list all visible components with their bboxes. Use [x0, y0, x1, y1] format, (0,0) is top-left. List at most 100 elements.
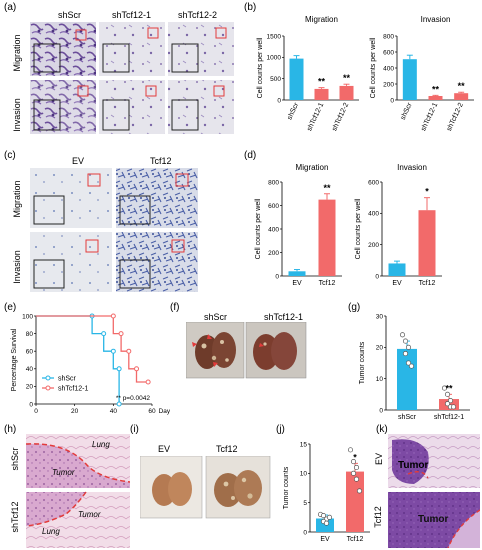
i-col-label-2: Tcf12 [216, 444, 238, 454]
x-tick-label: 0 [34, 408, 38, 415]
y-tick-label: 10 [300, 471, 308, 478]
chart-title: Migration [296, 163, 329, 172]
panel-i-lung-photos [140, 456, 271, 519]
y-tick-label: 0 [29, 401, 33, 408]
significance-label: ** [343, 73, 351, 83]
chart-title: Invasion [421, 15, 451, 24]
data-point [450, 404, 457, 410]
y-tick-label: 0 [375, 273, 379, 280]
significance-label: ** [458, 81, 466, 91]
bar [289, 58, 304, 100]
data-point [353, 464, 360, 471]
a-row-label-invasion: Invasion [12, 98, 22, 132]
legend-marker [45, 375, 51, 381]
y-tick-label: 200 [383, 81, 394, 88]
y-axis-label: Percentage Survival [11, 328, 18, 391]
y-tick-label: 800 [383, 33, 394, 40]
y-tick-label: 1000 [267, 55, 282, 62]
panel-f-lung-photos [186, 322, 307, 379]
bar [428, 96, 443, 100]
y-tick-label: 30 [376, 313, 384, 320]
data-point [320, 513, 327, 519]
data-point [444, 391, 451, 397]
bar [288, 271, 306, 276]
i-col-label-1: EV [158, 444, 171, 454]
panel-letter-b: (b) [244, 2, 257, 13]
p-value-label: ** p=0.0042 [116, 395, 151, 402]
significance-label: ** [432, 84, 440, 94]
a-image-migration-shtcf12-1 [99, 22, 165, 76]
panel-letter-j: (j) [276, 424, 285, 435]
f-col-label-1: shScr [204, 312, 228, 322]
category-label: shTcf12-1 [420, 102, 439, 133]
bar [339, 85, 354, 100]
h-row-label-shtcf12: shTcf12 [10, 501, 20, 533]
category-label: Tcf12 [347, 536, 364, 543]
category-label: shTcf12-2 [446, 102, 465, 133]
c-col-label-2: Tcf12 [150, 156, 172, 166]
significance-label: ** [318, 77, 326, 87]
data-point [402, 338, 409, 344]
data-point [350, 470, 357, 476]
survival-marker [118, 331, 124, 337]
k-row-label-tcf12: Tcf12 [373, 506, 383, 528]
y-tick-label: 600 [383, 49, 394, 56]
a-image-migration-shscr [30, 22, 96, 76]
y-tick-label: 200 [368, 242, 379, 249]
data-point [350, 459, 357, 465]
bar [388, 263, 406, 276]
y-tick-label: 600 [268, 203, 279, 210]
a-col-label-2: shTcf12-1 [112, 10, 152, 20]
panel-letter-a: (a) [4, 2, 17, 13]
panel-letter-k: (k) [376, 424, 388, 435]
legend-label: shScr [58, 375, 77, 382]
chart-d-invasion: Invasion 0 200 400 600 Cell counts per well EV… [355, 163, 442, 287]
h-label-tumor-bottom: Tumor [78, 510, 101, 519]
data-point [441, 385, 448, 391]
y-tick-label: 60 [26, 349, 34, 356]
a-col-label-1: shScr [58, 10, 82, 20]
panel-h-he-sections [26, 434, 130, 548]
k-label-tumor-bottom: Tumor [418, 514, 449, 525]
h-label-lung-bottom: Lung [42, 527, 60, 536]
panel-a-micrographs [30, 22, 234, 134]
survival-marker [110, 348, 116, 354]
chart-title: Migration [305, 15, 338, 24]
category-label: EV [392, 280, 402, 287]
survival-marker [110, 313, 116, 319]
c-row-label-migration: Migration [12, 180, 22, 218]
significance-label: * [425, 187, 429, 197]
panel-letter-d: (d) [244, 150, 257, 161]
y-tick-label: 200 [268, 250, 279, 257]
x-tick-label: 40 [110, 408, 118, 415]
h-label-lung-top: Lung [92, 440, 110, 449]
chart-e-survival: 0204060801000204060DaysPercentage Surviv… [11, 313, 170, 415]
y-tick-label: 100 [22, 313, 33, 320]
y-tick-label: 0 [379, 407, 383, 414]
data-point [408, 363, 415, 369]
c-image-invasion-ev [30, 232, 112, 292]
panel-letter-f: (f) [170, 302, 180, 313]
y-tick-label: 800 [268, 179, 279, 186]
category-label: shScr [400, 101, 414, 121]
panel-k-he-sections [388, 434, 480, 548]
y-tick-label: 20 [376, 345, 384, 352]
f-col-label-2: shTcf12-1 [264, 312, 304, 322]
y-axis-label: Cell counts per well [257, 37, 264, 98]
survival-marker [101, 331, 107, 337]
bar [314, 88, 329, 100]
y-tick-label: 20 [26, 384, 34, 391]
y-tick-label: 600 [368, 179, 379, 186]
h-label-tumor-top: Tumor [52, 468, 75, 477]
panel-letter-g: (g) [348, 302, 361, 313]
bar [318, 199, 336, 276]
y-axis-label: Cell counts per well [355, 198, 362, 259]
y-tick-label: 0 [303, 529, 307, 536]
data-point [444, 401, 451, 407]
survival-marker [134, 366, 140, 372]
data-point [447, 398, 454, 404]
y-tick-label: 0 [275, 273, 279, 280]
data-point [353, 476, 360, 482]
panel-letter-e: (e) [4, 302, 17, 313]
